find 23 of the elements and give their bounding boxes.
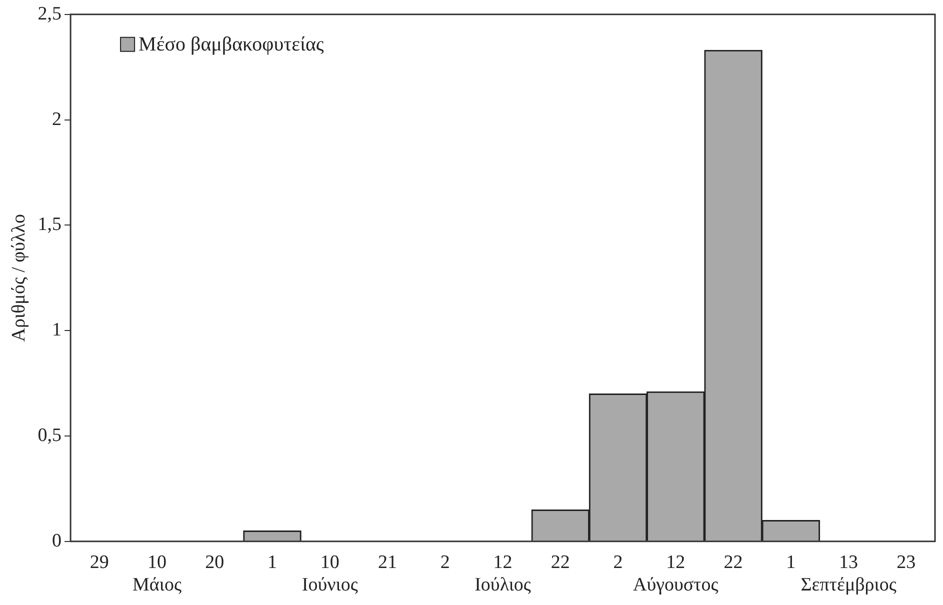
- x-tick-label: 20: [205, 552, 224, 573]
- x-tick-label: 2: [613, 552, 623, 573]
- x-tick-label: 13 Σεπτέμβριος: [800, 552, 897, 596]
- y-tick-label: 0: [52, 530, 62, 552]
- x-tick-label: 10 Μάιος: [132, 552, 182, 596]
- x-tick-label: 21: [378, 552, 398, 573]
- x-tick-label: 29: [90, 552, 109, 573]
- x-tick-label: 12 Ιούλιος: [474, 552, 532, 596]
- x-tick-label: 1: [786, 552, 796, 573]
- x-tick-label: 22: [724, 552, 743, 573]
- y-tick-label: 0,5: [38, 424, 62, 446]
- y-tick-label: 2: [52, 108, 62, 130]
- y-tick-label: 2,5: [38, 3, 62, 24]
- x-tick-label: 12 Αύγουστος: [632, 552, 719, 596]
- x-tick-label: 10 Ιούνιος: [302, 552, 358, 596]
- y-tick-label: 1: [52, 320, 62, 341]
- x-tick-label: 23: [896, 552, 916, 573]
- x-tick-label: 22: [550, 552, 570, 573]
- y-tick-label: 1,5: [38, 214, 62, 236]
- legend-label: Μέσο βαμβακοφυτείας: [138, 34, 324, 56]
- x-tick-label: 1: [268, 552, 278, 573]
- x-tick-label: 2: [440, 552, 450, 573]
- y-axis-title: Αριθμός / φύλλο: [8, 214, 30, 342]
